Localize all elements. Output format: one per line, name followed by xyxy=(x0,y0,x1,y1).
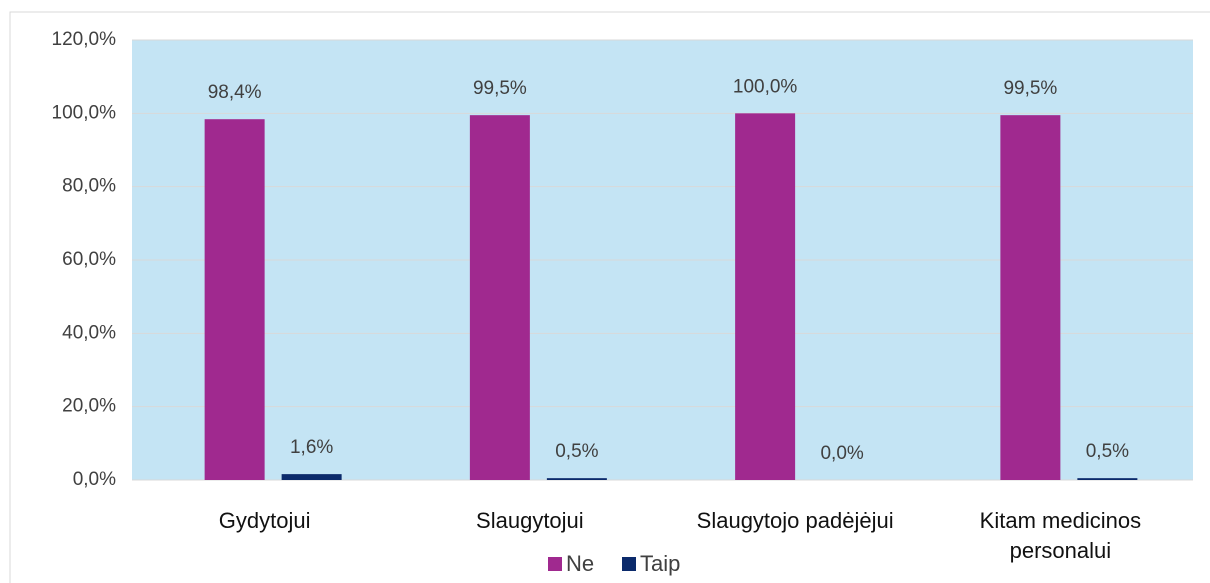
y-tick-label: 100,0% xyxy=(52,102,117,123)
data-label: 0,0% xyxy=(820,443,863,464)
y-tick-label: 0,0% xyxy=(73,469,116,490)
y-tick-label: 60,0% xyxy=(62,249,116,270)
bar xyxy=(204,119,265,480)
bar xyxy=(1000,115,1061,481)
bar xyxy=(735,113,796,480)
y-tick-label: 20,0% xyxy=(62,396,116,417)
data-label: 1,6% xyxy=(290,437,333,458)
legend-label: Ne xyxy=(566,551,594,576)
bar xyxy=(546,478,607,480)
legend-swatch xyxy=(622,557,636,571)
bar xyxy=(281,474,342,480)
data-label: 99,5% xyxy=(1003,78,1057,99)
y-tick-label: 120,0% xyxy=(52,29,117,50)
legend-swatch xyxy=(548,557,562,571)
data-label: 0,5% xyxy=(1086,441,1129,462)
x-tick-label: Gydytojui xyxy=(218,508,311,533)
data-label: 99,5% xyxy=(473,78,527,99)
legend-label: Taip xyxy=(640,551,680,576)
x-tick-label: Kitam medicinos personalui xyxy=(979,508,1142,563)
chart-border xyxy=(9,11,1210,583)
y-tick-label: 80,0% xyxy=(62,176,116,197)
x-tick-label: Slaugytojui xyxy=(476,508,584,533)
data-label: 98,4% xyxy=(208,82,262,103)
bar xyxy=(1077,478,1138,480)
y-tick-label: 40,0% xyxy=(62,322,116,343)
bar xyxy=(469,115,530,481)
data-label: 100,0% xyxy=(733,76,798,97)
x-tick-label: Slaugytojo padėjėjui xyxy=(696,508,894,533)
data-label: 0,5% xyxy=(555,441,598,462)
